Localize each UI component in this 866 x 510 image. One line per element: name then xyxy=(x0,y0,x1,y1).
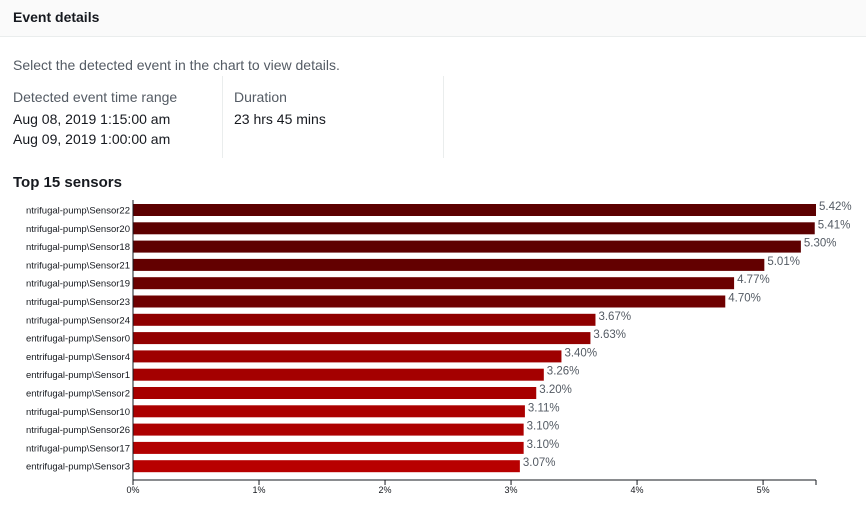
x-axis-tick-label: 5% xyxy=(757,485,770,495)
sensor-label: entrifugal-pump\Sensor1 xyxy=(26,370,130,381)
sensor-bar[interactable] xyxy=(133,350,562,363)
sensor-label: ntrifugal-pump\Sensor18 xyxy=(26,242,130,253)
sensor-label: ntrifugal-pump\Sensor21 xyxy=(26,260,130,271)
sensor-bar[interactable] xyxy=(133,387,537,399)
x-axis-tick-label: 3% xyxy=(505,485,518,495)
x-axis-tick-label: 4% xyxy=(631,485,644,495)
bar-value-label: 3.07% xyxy=(523,457,556,469)
bar-value-label: 5.30% xyxy=(804,238,837,250)
bar-value-label: 5.41% xyxy=(818,219,851,231)
bar-value-label: 5.01% xyxy=(767,256,800,268)
time-range-label: Detected event time range xyxy=(13,89,178,105)
sensor-bar[interactable] xyxy=(133,423,524,436)
instruction-text: Select the detected event in the chart t… xyxy=(13,57,340,73)
sensor-bar[interactable] xyxy=(133,368,544,381)
sensor-bar[interactable] xyxy=(133,204,816,216)
panel-title: Event details xyxy=(13,9,100,25)
sensor-label: ntrifugal-pump\Sensor24 xyxy=(26,315,130,326)
top-sensors-chart: ntrifugal-pump\Sensor22 5.42% ntrifugal-pu… xyxy=(26,200,852,495)
sensor-bar[interactable] xyxy=(133,295,726,308)
chart-title: Top 15 sensors xyxy=(13,174,122,191)
sensor-label: ntrifugal-pump\Sensor20 xyxy=(26,224,130,235)
bar-value-label: 3.11% xyxy=(528,402,560,414)
x-axis-tick-label: 2% xyxy=(379,485,392,495)
sensor-bar[interactable] xyxy=(133,332,591,345)
panel-header: Event details xyxy=(0,0,866,37)
sensor-label: entrifugal-pump\Sensor3 xyxy=(26,462,130,473)
duration-value: 23 hrs 45 mins xyxy=(234,111,326,127)
sensor-bar[interactable] xyxy=(133,405,525,418)
sensor-bar[interactable] xyxy=(133,258,765,271)
bar-value-label: 4.77% xyxy=(737,274,770,286)
x-axis-tick-label: 0% xyxy=(126,485,139,495)
sensor-label: ntrifugal-pump\Sensor19 xyxy=(26,279,130,290)
bar-value-label: 5.42% xyxy=(819,201,852,213)
x-axis-tick-label: 1% xyxy=(253,485,266,495)
sensor-label: ntrifugal-pump\Sensor10 xyxy=(26,407,130,418)
sensor-bar[interactable] xyxy=(133,240,801,253)
sensor-bar[interactable] xyxy=(133,441,524,454)
bar-value-label: 3.20% xyxy=(539,384,572,396)
sensor-bar[interactable] xyxy=(133,222,815,235)
time-range-end: Aug 09, 2019 1:00:00 am xyxy=(13,131,171,147)
sensor-label: ntrifugal-pump\Sensor26 xyxy=(26,425,130,436)
bar-value-label: 3.10% xyxy=(527,439,560,451)
bar-value-label: 3.40% xyxy=(564,347,597,359)
sensor-bar[interactable] xyxy=(133,277,735,290)
bar-value-label: 4.70% xyxy=(728,293,761,305)
sensor-label: entrifugal-pump\Sensor4 xyxy=(26,352,130,363)
sensor-label: ntrifugal-pump\Sensor22 xyxy=(26,206,130,217)
sensor-label: ntrifugal-pump\Sensor17 xyxy=(26,443,130,454)
time-range-start: Aug 08, 2019 1:15:00 am xyxy=(13,111,171,127)
duration-label: Duration xyxy=(234,89,287,105)
sensor-bar[interactable] xyxy=(133,313,596,326)
sensor-bar[interactable] xyxy=(133,460,520,473)
sensor-label: entrifugal-pump\Sensor0 xyxy=(26,334,130,345)
sensor-label: ntrifugal-pump\Sensor23 xyxy=(26,297,130,308)
duration-section: Duration 23 hrs 45 mins xyxy=(234,76,444,158)
bar-value-label: 3.67% xyxy=(598,311,631,323)
sensor-label: entrifugal-pump\Sensor2 xyxy=(26,389,130,400)
bar-value-label: 3.26% xyxy=(547,366,580,378)
bar-value-label: 3.63% xyxy=(593,329,626,341)
time-range-section: Detected event time range Aug 08, 2019 1… xyxy=(13,76,223,158)
bar-value-label: 3.10% xyxy=(527,421,560,433)
